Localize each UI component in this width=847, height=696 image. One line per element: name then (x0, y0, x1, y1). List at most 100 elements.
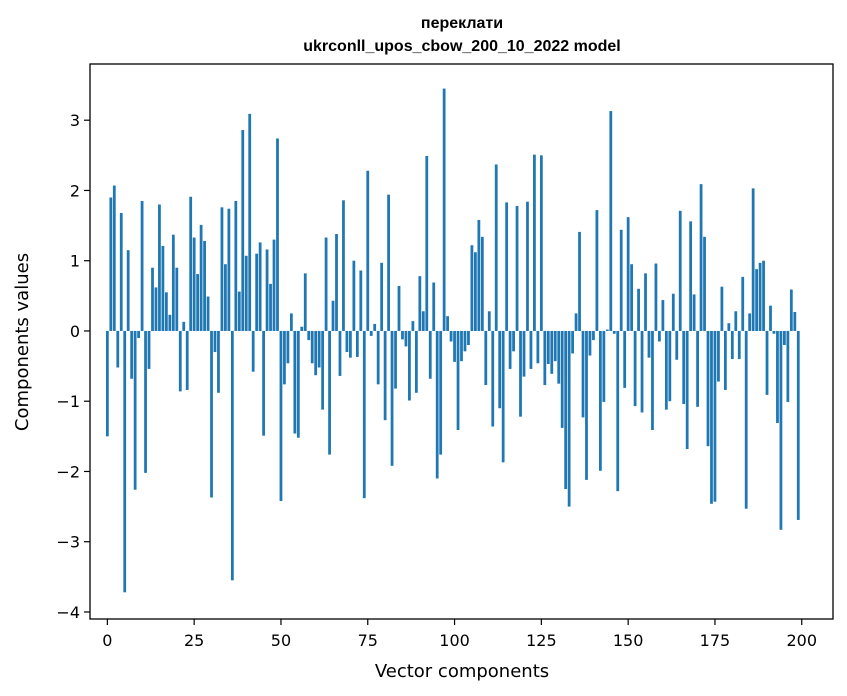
bar (689, 221, 693, 331)
bar (505, 202, 509, 331)
bar (574, 313, 578, 331)
bar (706, 330, 710, 447)
y-tick-label: 3 (70, 111, 80, 130)
bar (109, 197, 113, 331)
bar (265, 249, 269, 331)
bar (699, 184, 703, 331)
bar (432, 282, 436, 331)
bar (164, 292, 168, 331)
bar (203, 241, 206, 331)
bar (564, 330, 568, 490)
bar (508, 330, 512, 369)
bar (720, 286, 724, 331)
bar (189, 196, 193, 331)
bar (244, 255, 248, 331)
bar (512, 330, 515, 352)
bar (248, 113, 252, 331)
bar (158, 204, 161, 331)
bar (553, 330, 557, 362)
x-axis-label: Vector components (375, 661, 549, 682)
bar (744, 330, 748, 509)
bar (588, 330, 592, 356)
bar (515, 205, 519, 331)
bar (605, 329, 609, 331)
bar (116, 330, 120, 368)
bar (685, 330, 689, 449)
bar (404, 330, 408, 347)
bar (307, 330, 311, 341)
bar (310, 330, 314, 364)
bar (772, 330, 776, 334)
bar (602, 330, 606, 402)
bar (154, 287, 158, 331)
bar (369, 330, 373, 336)
bar (664, 330, 668, 410)
bar (376, 330, 380, 385)
bar (730, 330, 734, 360)
bar (546, 330, 550, 364)
bar (178, 330, 182, 392)
bar (595, 210, 599, 331)
bar (349, 330, 352, 358)
y-tick-label: −4 (56, 603, 80, 622)
bar (519, 330, 522, 417)
y-tick-label: 0 (70, 322, 80, 341)
bar (682, 330, 686, 405)
bar (428, 330, 432, 379)
bar (373, 323, 377, 331)
bar (626, 217, 630, 331)
bar (758, 262, 762, 331)
bar (210, 330, 213, 498)
bar (401, 330, 404, 340)
bar (328, 330, 331, 455)
bar (536, 330, 540, 364)
bar (567, 330, 571, 507)
bar (366, 170, 370, 331)
bar (619, 229, 623, 331)
bar (480, 236, 484, 331)
bar (668, 330, 672, 402)
x-tick-label: 175 (700, 631, 731, 650)
x-tick-label: 150 (613, 631, 644, 650)
bar (390, 330, 394, 466)
bar (560, 330, 564, 428)
bar (501, 330, 505, 463)
bar (612, 330, 616, 334)
bar (734, 311, 738, 331)
bar (269, 283, 272, 331)
bar (119, 212, 123, 331)
bar (300, 326, 304, 331)
bar (123, 330, 127, 593)
bar (723, 330, 727, 390)
bar (581, 330, 585, 418)
bar (713, 330, 717, 502)
bar (786, 330, 790, 402)
y-tick-label: 1 (70, 252, 80, 271)
bar (394, 330, 397, 389)
bar (737, 330, 741, 360)
bar (251, 330, 255, 372)
bar (654, 263, 658, 331)
bar (578, 231, 581, 331)
bar (571, 330, 574, 354)
bar (633, 330, 637, 407)
bar (314, 330, 318, 376)
bar (206, 296, 210, 331)
bar (355, 330, 359, 357)
bar (456, 330, 460, 431)
bar (140, 200, 144, 331)
bar (550, 330, 554, 374)
bar (658, 330, 661, 342)
bar (717, 330, 720, 382)
bar (230, 330, 234, 581)
y-tick-label: −3 (56, 533, 80, 552)
bar (133, 330, 137, 490)
bar (425, 156, 429, 331)
bar (783, 330, 786, 346)
bar (397, 286, 401, 331)
bar (616, 330, 620, 492)
x-tick-label: 125 (526, 631, 557, 650)
y-tick-label: 2 (70, 181, 80, 200)
bar (303, 273, 307, 331)
bar (696, 330, 699, 407)
